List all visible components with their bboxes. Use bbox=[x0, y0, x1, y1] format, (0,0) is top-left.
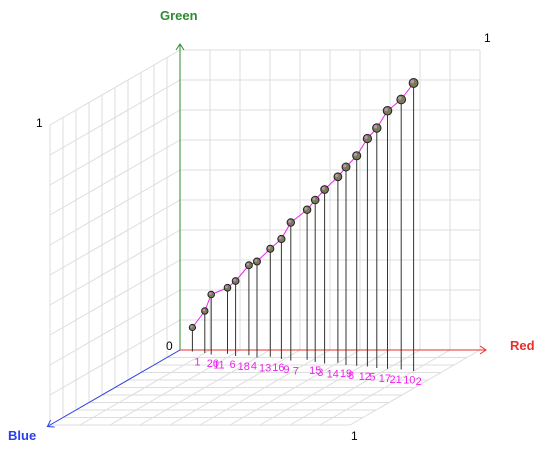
data-point-highlight bbox=[246, 262, 250, 266]
point-label: 4 bbox=[251, 360, 257, 372]
point-label: 1 bbox=[194, 357, 200, 369]
z-axis-line-arrow bbox=[46, 419, 55, 428]
grid-line bbox=[259, 349, 391, 426]
grid-line bbox=[49, 139, 181, 216]
grid-line bbox=[319, 349, 451, 426]
droplines bbox=[191, 83, 415, 371]
z-tick-label-1: 1 bbox=[484, 31, 491, 45]
data-point-highlight bbox=[202, 308, 206, 312]
data-point-highlight bbox=[288, 219, 292, 223]
point-label: 21 bbox=[390, 374, 402, 386]
x-axis-line-arrow bbox=[479, 345, 487, 355]
y-axis-line-arrow bbox=[175, 43, 185, 51]
grid-line bbox=[349, 349, 481, 426]
point-label: 3 bbox=[317, 367, 323, 379]
data-point bbox=[408, 78, 419, 88]
data-point bbox=[333, 172, 343, 182]
point-label: 8 bbox=[348, 370, 354, 382]
data-point bbox=[310, 195, 320, 205]
data-point-highlight bbox=[364, 135, 368, 139]
data-point bbox=[396, 94, 407, 105]
axes bbox=[46, 43, 487, 428]
left-wall-grid bbox=[49, 49, 181, 426]
data-point bbox=[231, 277, 240, 285]
data-point-highlight bbox=[398, 96, 402, 100]
grid-line bbox=[49, 199, 181, 276]
data-point bbox=[320, 185, 329, 194]
data-point bbox=[201, 307, 209, 315]
data-point-highlight bbox=[190, 325, 193, 328]
z-axis-title: Blue bbox=[8, 428, 36, 443]
point-label: 2 bbox=[416, 376, 422, 388]
data-point-highlight bbox=[267, 246, 271, 250]
data-point bbox=[341, 162, 351, 172]
x-tick-label-0: 0 bbox=[166, 339, 173, 353]
point-label: 5 bbox=[369, 372, 375, 384]
data-point bbox=[362, 133, 373, 144]
data-points bbox=[188, 78, 419, 332]
data-point-highlight bbox=[343, 164, 347, 168]
data-point-highlight bbox=[410, 79, 415, 84]
point-label: 18 bbox=[238, 361, 250, 373]
data-point-highlight bbox=[321, 186, 325, 190]
y-axis-title: Green bbox=[160, 8, 198, 23]
grid-line bbox=[49, 79, 181, 156]
z-axis-line bbox=[47, 349, 181, 427]
point-label: 11 bbox=[213, 360, 224, 372]
data-point bbox=[207, 290, 215, 299]
data-point bbox=[372, 123, 382, 133]
data-point bbox=[244, 261, 253, 270]
data-point bbox=[382, 105, 393, 116]
x-axis-title: Red bbox=[510, 338, 535, 353]
data-point-highlight bbox=[233, 278, 236, 282]
data-point-highlight bbox=[254, 259, 258, 262]
y-tick-label-1: 1 bbox=[36, 116, 43, 130]
data-point-highlight bbox=[373, 125, 378, 129]
point-label: 13 bbox=[259, 363, 271, 375]
data-point bbox=[286, 218, 295, 227]
data-point bbox=[188, 323, 197, 332]
point-label: 19 bbox=[340, 368, 352, 380]
data-point bbox=[352, 151, 362, 161]
point-label: 12 bbox=[359, 371, 371, 383]
data-point bbox=[253, 257, 261, 266]
data-point bbox=[302, 205, 312, 214]
data-point bbox=[277, 234, 286, 244]
grid-line bbox=[49, 169, 181, 246]
point-label: 14 bbox=[327, 369, 339, 381]
data-point-highlight bbox=[208, 292, 212, 295]
data-point bbox=[223, 283, 232, 292]
point-label: 16 bbox=[272, 362, 284, 374]
point-label: 17 bbox=[379, 373, 391, 385]
point-label: 10 bbox=[403, 375, 415, 387]
data-point-highlight bbox=[384, 107, 388, 112]
data-point-highlight bbox=[304, 207, 308, 211]
data-point bbox=[266, 244, 275, 253]
data-point-highlight bbox=[312, 197, 316, 201]
point-label: 20 bbox=[207, 358, 219, 370]
point-label: 6 bbox=[230, 359, 236, 371]
data-point-highlight bbox=[353, 152, 358, 157]
point-label: 7 bbox=[293, 366, 299, 378]
x-tick-label-1: 1 bbox=[351, 429, 358, 443]
grid-line bbox=[49, 49, 181, 126]
point-label: 9 bbox=[283, 364, 289, 376]
data-point-highlight bbox=[225, 285, 228, 289]
back-wall-grid bbox=[179, 49, 481, 351]
grid-line bbox=[289, 349, 421, 426]
point-label: 15 bbox=[309, 365, 321, 377]
grid-line bbox=[49, 109, 181, 186]
data-point-highlight bbox=[335, 173, 339, 178]
data-point-highlight bbox=[278, 236, 282, 240]
